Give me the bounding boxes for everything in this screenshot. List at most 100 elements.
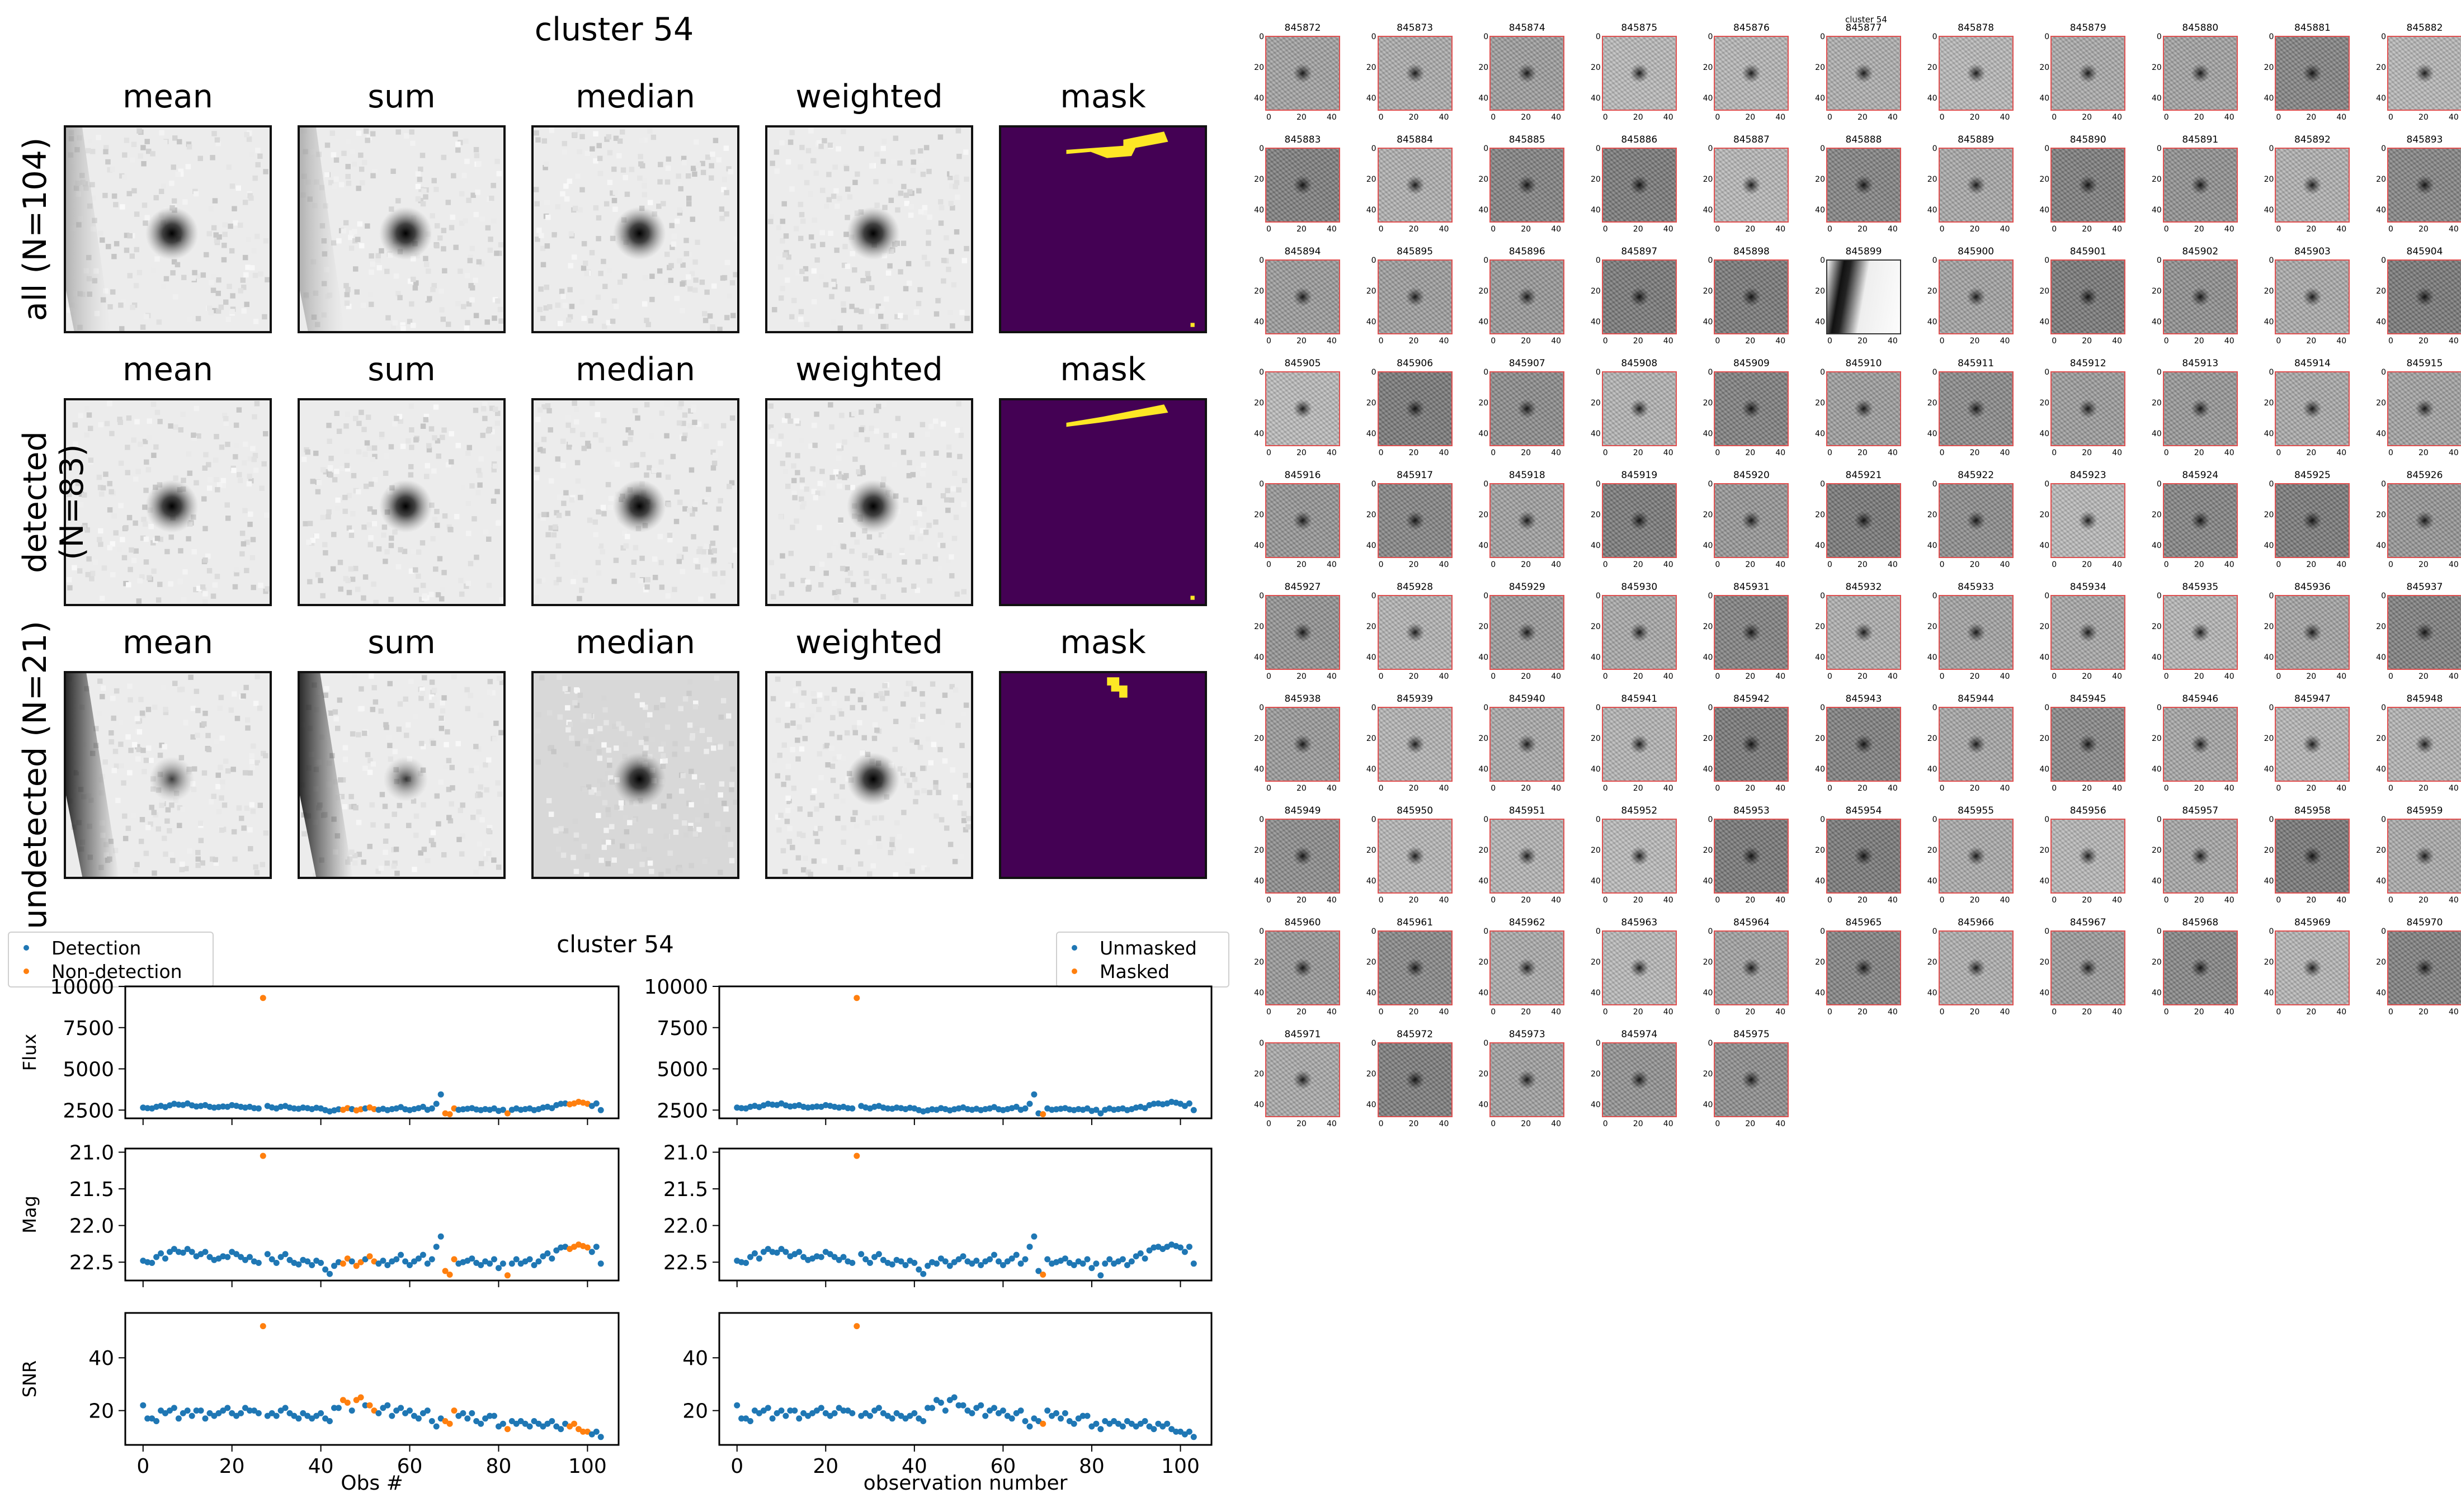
blue-point	[1124, 1262, 1130, 1268]
cutout-xtick: 40	[1888, 448, 1898, 457]
cutout-id-label: 845957	[2182, 805, 2219, 816]
cutout-image	[1489, 1042, 1565, 1117]
blue-point	[437, 1091, 444, 1098]
cutout-ytick: 0	[1595, 592, 1601, 601]
blue-point	[1084, 1256, 1091, 1263]
orange-point	[584, 1428, 591, 1435]
ytick-label: 22.0	[663, 1215, 708, 1238]
cutout-image	[1377, 1042, 1453, 1117]
cutout-845973: 845973 0 20 40 0 20 40	[1478, 1027, 1581, 1135]
blue-point	[769, 1102, 776, 1108]
blue-point	[162, 1255, 168, 1262]
blue-point	[597, 1434, 604, 1440]
cutout-xtick: 20	[1745, 672, 1756, 681]
cutout-xtick: 40	[2449, 225, 2459, 234]
cutout-845919: 845919 0 20 40 0 20 40	[1591, 467, 1694, 576]
cutout-ytick: 0	[1483, 144, 1489, 153]
blue-point	[907, 1412, 913, 1419]
cutout-id-label: 845890	[2069, 134, 2106, 145]
cutout-xtick: 40	[1888, 225, 1898, 234]
blue-point	[175, 1102, 182, 1108]
cutout-xtick: 0	[2276, 672, 2281, 681]
blue-point	[202, 1415, 209, 1422]
cutout-ytick: 40	[1254, 429, 1264, 438]
cutout-xtick: 20	[1408, 672, 1419, 681]
cutout-xtick: 20	[1408, 1008, 1419, 1017]
cutout-image	[1489, 36, 1565, 111]
cutout-xtick: 0	[1378, 896, 1384, 905]
cutout-ytick: 40	[2039, 653, 2050, 662]
blue-point	[291, 1412, 298, 1419]
cutout-xtick: 20	[2082, 1008, 2092, 1017]
cutout-xtick: 20	[1296, 896, 1307, 905]
blue-point	[1022, 1418, 1029, 1424]
cutout-xtick: 0	[2052, 784, 2057, 793]
orange-point	[357, 1394, 364, 1401]
cutout-ytick: 20	[1478, 175, 1489, 184]
cutout-xtick: 20	[2194, 672, 2204, 681]
cutout-ytick: 0	[1259, 1039, 1264, 1048]
blue-point	[375, 1260, 382, 1267]
cutout-xtick: 20	[2194, 448, 2204, 457]
cutout-xtick: 0	[2163, 672, 2169, 681]
cutout-ytick: 0	[2381, 368, 2386, 377]
cutout-845953: 845953 0 20 40 0 20 40	[1703, 803, 1805, 911]
stack-col-title-mean: mean	[122, 624, 213, 661]
cutout-ytick: 0	[2381, 592, 2386, 601]
cutout-xtick: 40	[2449, 672, 2459, 681]
cutout-image	[1265, 371, 1340, 446]
cutout-xtick: 20	[1745, 225, 1756, 234]
blue-point	[831, 1254, 838, 1260]
cutout-id-label: 845908	[1621, 358, 1658, 369]
blue-point	[951, 1259, 958, 1265]
cutout-xtick: 20	[1857, 113, 1868, 122]
blue-point	[1119, 1256, 1126, 1263]
blue-point	[384, 1262, 391, 1268]
axes-frame-right-mag	[718, 1147, 1213, 1282]
blue-point	[295, 1415, 302, 1422]
cutout-xtick: 0	[2163, 113, 2169, 122]
cutout-xtick: 20	[1857, 1008, 1868, 1017]
stack-panel-weighted-row1	[765, 398, 973, 606]
cutout-ytick: 40	[2039, 429, 2050, 438]
blue-point	[211, 1104, 218, 1111]
blue-point	[996, 1258, 1002, 1265]
cutout-image	[2275, 371, 2350, 446]
cutout-id-label: 845949	[1284, 805, 1321, 816]
blue-point	[1164, 1420, 1171, 1427]
unmasked-marker	[1072, 945, 1077, 951]
cutout-id-label: 845973	[1508, 1029, 1545, 1040]
cutout-ytick: 40	[1478, 989, 1489, 998]
cutout-xtick: 0	[2276, 448, 2281, 457]
cutout-image	[2275, 148, 2350, 223]
cutout-xtick: 0	[1378, 225, 1384, 234]
cutout-image	[1265, 819, 1340, 894]
orange-point	[442, 1418, 449, 1424]
cutout-845943: 845943 0 20 40 0 20 40	[1815, 691, 1918, 800]
stack-col-title-median: median	[576, 78, 695, 115]
blue-point	[751, 1250, 758, 1256]
blue-point	[455, 1412, 462, 1419]
cutout-image	[1714, 1042, 1789, 1117]
cutout-ytick: 40	[1703, 206, 1713, 215]
cutout-ytick: 0	[1371, 927, 1376, 936]
cutout-image	[1714, 930, 1789, 1005]
cutout-image	[1601, 707, 1677, 782]
cutout-xtick: 0	[1602, 448, 1608, 457]
cutout-ytick: 20	[1478, 622, 1489, 631]
cutout-ytick: 0	[1595, 480, 1601, 489]
blue-point	[1190, 1434, 1197, 1440]
cutout-845960: 845960 0 20 40 0 20 40	[1254, 915, 1357, 1023]
cutout-ytick: 20	[2039, 63, 2050, 72]
non-detection-marker	[23, 968, 29, 974]
blue-point	[593, 1428, 600, 1435]
cutout-845931: 845931 0 20 40 0 20 40	[1703, 579, 1805, 688]
blue-point	[375, 1410, 382, 1416]
blue-point	[273, 1260, 280, 1266]
cutout-id-label: 845906	[1397, 358, 1434, 369]
cutout-xtick: 20	[1969, 448, 1980, 457]
cutout-ytick: 40	[1366, 429, 1376, 438]
cutout-ytick: 20	[1590, 511, 1601, 519]
cutout-845941: 845941 0 20 40 0 20 40	[1591, 691, 1694, 800]
legend-right-unmasked-label: Unmasked	[1100, 937, 1197, 959]
